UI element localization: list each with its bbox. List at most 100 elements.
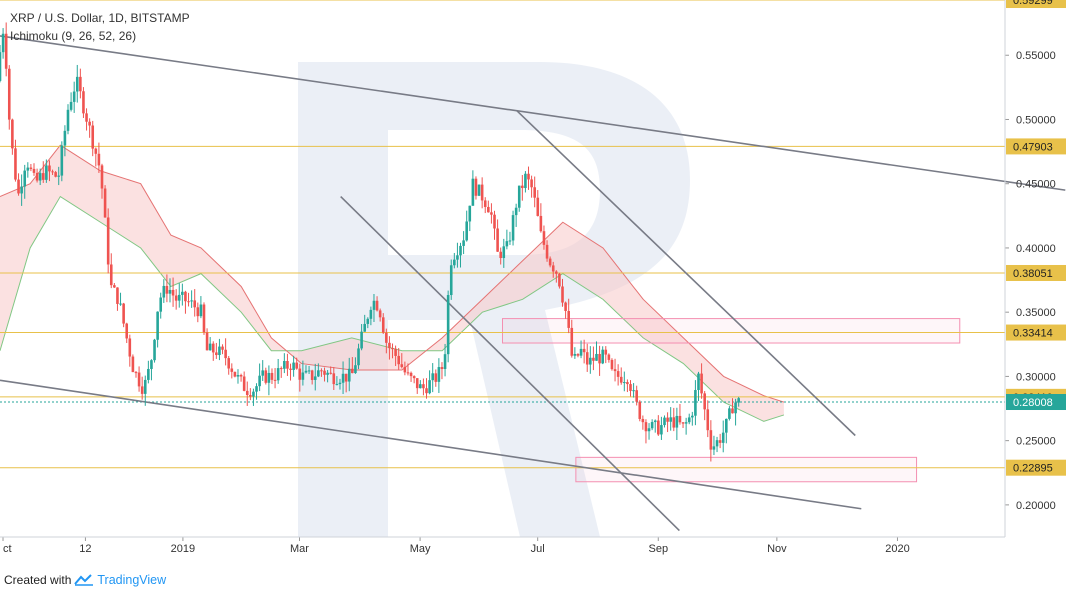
trendline	[0, 379, 862, 510]
candle-body	[558, 273, 561, 287]
candle-body	[623, 382, 626, 384]
candle-body	[681, 422, 685, 424]
price-label-box	[1006, 394, 1066, 411]
candle-body	[592, 357, 595, 361]
candle-body	[249, 395, 252, 397]
candle-body	[202, 304, 206, 333]
trendlines	[0, 35, 1066, 532]
footer: Created with TradingView	[4, 573, 166, 587]
y-tick-label: 0.25000	[1016, 436, 1056, 448]
candle-body	[474, 178, 478, 196]
candle-body	[613, 369, 617, 372]
candle-body	[354, 365, 357, 374]
candle-body	[551, 265, 555, 272]
chart-legend: XRP / U.S. Dollar, 1D, BITSTAMP Ichimoku…	[10, 9, 190, 45]
candle-body	[375, 300, 379, 311]
candle-body	[610, 359, 614, 370]
candle-body	[298, 368, 302, 380]
candle-body	[672, 417, 676, 428]
candle-body	[252, 391, 255, 397]
y-tick-label: 0.30000	[1016, 371, 1056, 383]
candle-body	[184, 291, 187, 302]
candle-body	[7, 68, 11, 120]
candle-body	[585, 352, 589, 365]
candle-body	[731, 408, 734, 414]
candle-body	[270, 372, 274, 380]
candle-body	[691, 415, 694, 418]
candle-body	[79, 76, 82, 92]
candle-body	[0, 52, 2, 81]
candle-body	[400, 364, 404, 367]
candle-body	[415, 378, 419, 389]
candle-body	[286, 360, 289, 369]
candle-body	[341, 373, 345, 383]
candle-body	[530, 179, 533, 188]
candle-body	[734, 402, 737, 414]
candle-body	[725, 418, 728, 433]
candle-body	[323, 370, 326, 375]
candle-body	[292, 362, 295, 370]
candle-body	[728, 408, 731, 419]
candle-body	[66, 109, 70, 131]
tradingview-link[interactable]: TradingView	[97, 573, 167, 587]
candle-body	[576, 354, 580, 356]
candle-body	[289, 368, 292, 370]
candle-body	[360, 331, 363, 349]
candle-body	[548, 258, 552, 266]
candle-body	[276, 368, 280, 381]
candle-body	[60, 145, 64, 176]
candle-body	[26, 167, 30, 171]
candle-body	[147, 368, 150, 380]
price-label: 0.59299	[1013, 0, 1053, 7]
candle-body	[406, 372, 410, 374]
senkou-b-line	[0, 195, 785, 422]
candle-body	[177, 294, 181, 301]
candle-body	[579, 348, 583, 356]
candle-body	[357, 348, 360, 366]
candle-body	[236, 375, 240, 377]
candle-body	[363, 323, 367, 332]
candle-body	[351, 368, 354, 374]
price-label-box	[1006, 138, 1066, 155]
candle-body	[703, 393, 706, 410]
candle-body	[536, 197, 540, 216]
candle-body	[635, 390, 638, 402]
candle-body	[678, 415, 682, 423]
candle-body	[140, 386, 144, 394]
candle-body	[647, 428, 651, 432]
candle-body	[326, 372, 329, 375]
x-tick-label: 12	[79, 543, 91, 555]
candle-body	[607, 354, 611, 360]
candle-body	[88, 121, 91, 126]
candle-body	[431, 373, 434, 381]
resistance-zone	[502, 318, 961, 344]
candle-body	[317, 370, 320, 377]
candle-body	[490, 212, 493, 215]
candle-body	[242, 376, 246, 391]
candle-body	[394, 348, 397, 356]
candle-body	[128, 338, 132, 357]
candle-body	[63, 130, 67, 146]
candle-body	[35, 172, 39, 181]
candle-body	[75, 76, 79, 92]
candle-body	[598, 353, 601, 364]
y-tick-label: 0.50000	[1016, 114, 1056, 126]
candle-body	[483, 200, 487, 207]
candle-body	[69, 101, 73, 110]
y-tick-label: 0.55000	[1016, 50, 1056, 62]
x-tick-label: Nov	[767, 543, 787, 555]
candle-body	[258, 375, 261, 387]
candle-body	[255, 386, 258, 392]
candle-body	[595, 353, 598, 361]
created-with-label: Created with	[4, 573, 72, 587]
candle-body	[718, 440, 722, 443]
candle-body	[539, 215, 543, 232]
candle-body	[208, 343, 212, 351]
candle-body	[459, 245, 462, 256]
candle-body	[106, 217, 110, 265]
y-tick-label: 0.45000	[1016, 179, 1056, 191]
candle-body	[517, 185, 521, 208]
candle-body	[687, 417, 691, 423]
candle-body	[715, 440, 719, 447]
